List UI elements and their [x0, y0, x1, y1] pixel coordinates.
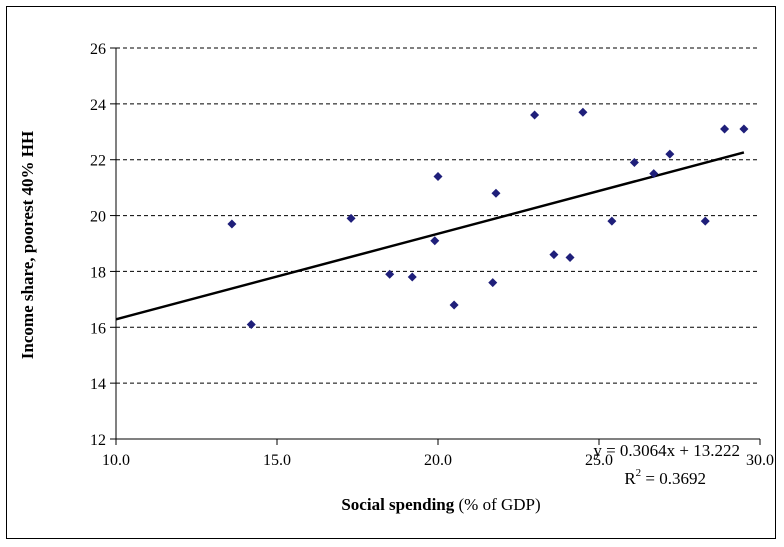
- data-point-20: [720, 124, 730, 134]
- data-point-19: [700, 216, 710, 226]
- x-axis-title-bold: Social spending: [341, 495, 454, 514]
- data-point-15: [607, 216, 617, 226]
- tick-labels: 12 14 16 18 20 22 24 26 10.0 15.0 20.0 25.0 30.0: [90, 41, 774, 469]
- data-points: [227, 107, 749, 329]
- data-point-2: [246, 319, 256, 329]
- data-point-12: [549, 250, 559, 260]
- y-tick-label-16: 16: [90, 320, 106, 337]
- data-point-5: [407, 272, 417, 282]
- data-point-11: [530, 110, 540, 120]
- y-tick-label-26: 26: [90, 41, 106, 58]
- r-squared-prefix: R: [624, 469, 636, 488]
- r-squared-label: R2 = 0.3692: [624, 467, 706, 488]
- x-tick-label-30.0: 30.0: [746, 452, 774, 469]
- trendline-group: [115, 151, 745, 321]
- data-point-4: [385, 269, 395, 279]
- y-tick-label-14: 14: [90, 376, 106, 393]
- r-squared-superscript: 2: [636, 467, 642, 479]
- data-point-14: [578, 107, 588, 117]
- x-tick-label-10.0: 10.0: [102, 452, 130, 469]
- data-point-10: [491, 188, 501, 198]
- x-tick-label-25.0: 25.0: [585, 452, 613, 469]
- y-tick-label-22: 22: [90, 153, 106, 170]
- data-point-7: [433, 171, 443, 181]
- grid-lines: [116, 47, 760, 384]
- data-point-16: [629, 158, 639, 168]
- data-point-18: [665, 149, 675, 159]
- x-axis-title-unit: (% of GDP): [454, 495, 540, 514]
- data-point-3: [346, 213, 356, 223]
- data-point-21: [739, 124, 749, 134]
- r-squared-value: = 0.3692: [641, 469, 706, 488]
- x-tick-label-20.0: 20.0: [424, 452, 452, 469]
- data-point-9: [488, 278, 498, 288]
- x-axis-title: Social spending (% of GDP): [341, 495, 540, 514]
- x-tick-label-15.0: 15.0: [263, 452, 291, 469]
- y-tick-label-20: 20: [90, 209, 106, 226]
- trendline-equation: y = 0.3064x + 13.222: [593, 441, 740, 460]
- data-point-1: [227, 219, 237, 229]
- y-axis-title: Income share, poorest 40% HH: [18, 131, 37, 359]
- data-point-17: [649, 169, 659, 179]
- y-tick-label-12: 12: [90, 432, 106, 449]
- data-point-8: [449, 300, 459, 310]
- trendline: [115, 151, 745, 321]
- data-point-13: [565, 252, 575, 262]
- y-tick-label-18: 18: [90, 264, 106, 281]
- data-point-6: [430, 236, 440, 246]
- axes: [110, 47, 761, 445]
- y-tick-label-24: 24: [90, 97, 106, 114]
